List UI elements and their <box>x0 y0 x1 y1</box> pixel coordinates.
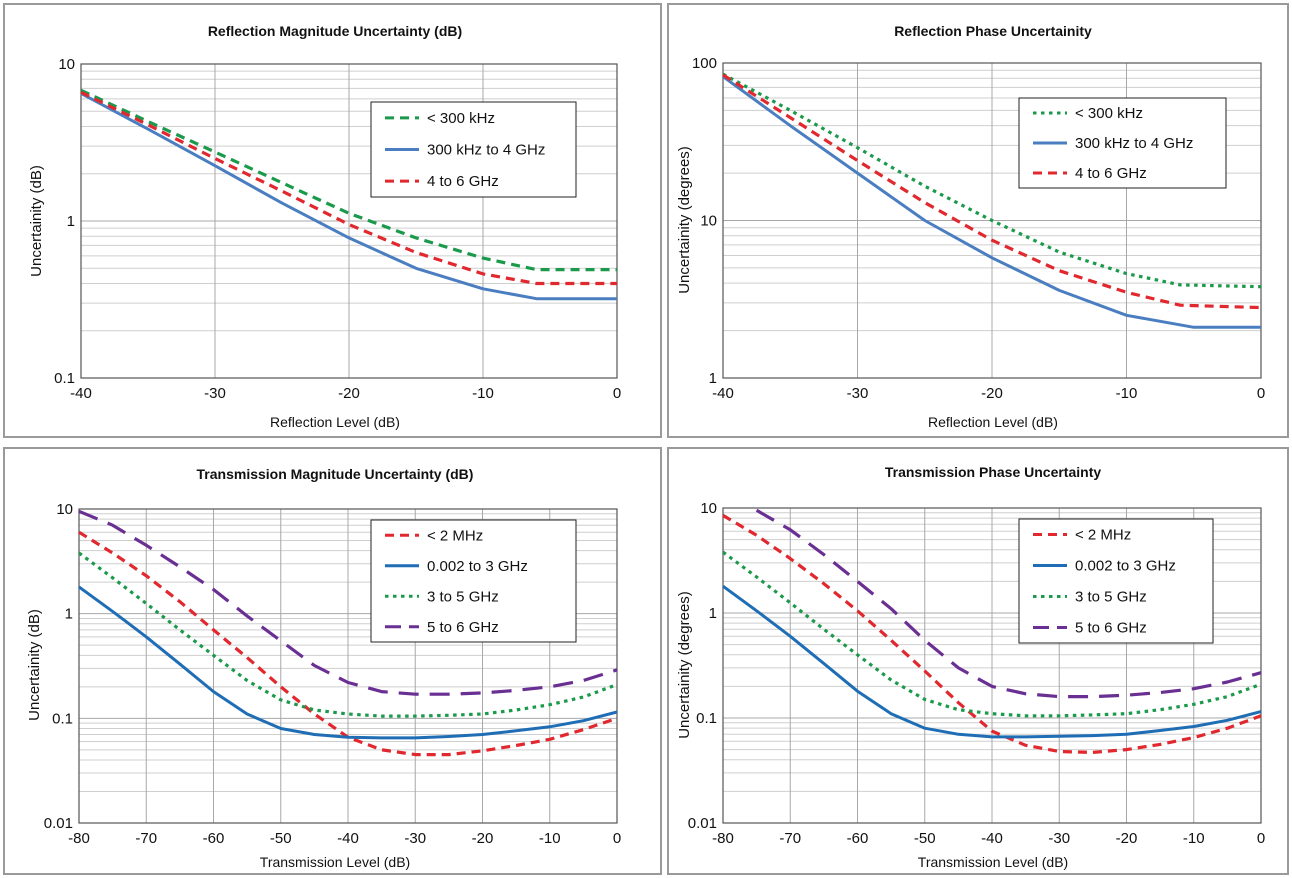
series-line <box>722 73 1262 310</box>
x-tick-label: -20 <box>981 385 1003 402</box>
x-tick-label: -10 <box>539 830 561 847</box>
chart-panel-transmission-phase: -80 -70 -60 -50 -40 -30 -20 -10 0 0.01 0.1 1 10 < 2 M… <box>667 447 1289 875</box>
x-tick-label: 0 <box>1257 385 1265 402</box>
y-tick-label: 0.1 <box>54 370 75 387</box>
legend-label: < 2 MHz <box>1075 527 1131 544</box>
y-axis-label: Uncertainity (dB) <box>26 609 43 721</box>
y-tick-label: 10 <box>56 501 73 518</box>
legend-label: 5 to 6 GHz <box>427 619 499 636</box>
y-tick-label: 1 <box>65 606 73 623</box>
legend-box <box>370 519 577 643</box>
series-line <box>755 508 1262 699</box>
x-tick-label: -50 <box>270 830 292 847</box>
y-tick-label: 100 <box>692 55 717 72</box>
x-tick-label: -10 <box>472 385 494 402</box>
series-line <box>722 72 1262 289</box>
x-axis-label: Reflection Level (dB) <box>270 414 400 430</box>
x-axis-label: Reflection Level (dB) <box>928 414 1058 430</box>
plot-frame <box>722 62 1262 379</box>
chart-transmission-phase: -80 -70 -60 -50 -40 -30 -20 -10 0 0.01 0.1 1 10 < 2 M… <box>676 464 1265 870</box>
x-tick-label: -30 <box>847 385 869 402</box>
x-axis-label: Transmission Level (dB) <box>260 854 410 870</box>
chart-title: Reflection Phase Uncertainity <box>894 23 1092 39</box>
y-tick-label: 10 <box>700 500 717 517</box>
y-tick-label: 1 <box>709 605 717 622</box>
y-tick-label: 0.01 <box>688 815 717 832</box>
x-tick-label: -10 <box>1116 385 1138 402</box>
legend-label: 5 to 6 GHz <box>1075 620 1147 637</box>
plot-frame <box>722 507 1262 824</box>
legend-label: 4 to 6 GHz <box>427 173 499 190</box>
series-line <box>78 585 618 740</box>
legend-label: 0.002 to 3 GHz <box>427 558 528 575</box>
x-tick-label: 0 <box>613 830 621 847</box>
x-tick-label: -50 <box>914 830 936 847</box>
y-tick-label: 10 <box>700 213 717 230</box>
x-tick-label: -20 <box>472 830 494 847</box>
series-line <box>78 509 618 696</box>
y-axis-label: Uncertainity (dB) <box>28 165 45 277</box>
series-line <box>722 584 1262 739</box>
x-tick-label: -40 <box>70 385 92 402</box>
legend-label: 300 kHz to 4 GHz <box>427 142 545 159</box>
legend-label: < 2 MHz <box>427 527 483 544</box>
chart-title: Reflection Magnitude Uncertainty (dB) <box>208 23 462 39</box>
y-tick-label: 1 <box>709 370 717 387</box>
y-tick-label: 1 <box>67 213 75 230</box>
chart-title: Transmission Magnitude Uncertainty (dB) <box>197 466 474 482</box>
x-tick-label: -80 <box>712 830 734 847</box>
legend-label: 3 to 5 GHz <box>427 588 499 605</box>
y-tick-label: 10 <box>58 56 75 73</box>
x-tick-label: 0 <box>613 385 621 402</box>
y-tick-label: 0.1 <box>696 710 717 727</box>
x-tick-label: -30 <box>204 385 226 402</box>
legend-label: < 300 kHz <box>427 110 495 127</box>
plot-frame <box>78 508 618 824</box>
x-tick-label: -70 <box>135 830 157 847</box>
legend-label: 4 to 6 GHz <box>1075 165 1147 182</box>
chart-panel-reflection-phase: -40 -30 -20 -10 0 1 10 100 < 300 kHz 300 kHz to 4… <box>667 3 1289 438</box>
chart-reflection-phase: -40 -30 -20 -10 0 1 10 100 < 300 kHz 300 kHz to 4… <box>676 23 1265 430</box>
x-tick-label: -40 <box>712 385 734 402</box>
x-tick-label: -40 <box>337 830 359 847</box>
chart-title: Transmission Phase Uncertainty <box>885 464 1102 480</box>
x-tick-label: -60 <box>847 830 869 847</box>
series-line <box>722 514 1262 754</box>
chart-panel-transmission-magnitude: -80 -70 -60 -50 -40 -30 -20 -10 0 0.01 0.1 1 10 < 2 M… <box>3 447 662 875</box>
chart-transmission-magnitude: -80 -70 -60 -50 -40 -30 -20 -10 0 0.01 0.1 1 10 < 2 M… <box>26 466 621 870</box>
legend-box <box>1018 518 1214 644</box>
chart-panel-reflection-magnitude: -40 -30 -20 -10 0 0.1 1 10 < 300 kHz 300 kHz to 4… <box>3 3 662 438</box>
x-tick-label: -30 <box>1048 830 1070 847</box>
x-tick-label: -70 <box>779 830 801 847</box>
plot-frame <box>80 63 618 379</box>
legend-label: 0.002 to 3 GHz <box>1075 558 1176 575</box>
series-line <box>80 92 617 301</box>
x-axis-label: Transmission Level (dB) <box>918 854 1068 870</box>
series-line <box>722 75 1261 329</box>
series-line <box>80 88 617 272</box>
y-axis-label: Uncertainity (degrees) <box>676 591 693 739</box>
y-tick-label: 0.01 <box>44 815 73 832</box>
y-axis-label: Uncertainity (degrees) <box>676 146 693 294</box>
series-line <box>722 550 1262 718</box>
x-tick-label: -10 <box>1183 830 1205 847</box>
legend-label: 300 kHz to 4 GHz <box>1075 135 1193 152</box>
x-tick-label: -80 <box>68 830 90 847</box>
chart-reflection-magnitude: -40 -30 -20 -10 0 0.1 1 10 < 300 kHz 300 kHz to 4… <box>28 23 621 430</box>
x-tick-label: -60 <box>203 830 225 847</box>
legend-label: < 300 kHz <box>1075 105 1143 122</box>
x-tick-label: 0 <box>1257 830 1265 847</box>
x-tick-label: -20 <box>1116 830 1138 847</box>
legend-label: 3 to 5 GHz <box>1075 589 1147 606</box>
x-tick-label: -30 <box>404 830 426 847</box>
x-tick-label: -40 <box>981 830 1003 847</box>
y-tick-label: 0.1 <box>52 710 73 727</box>
series-line <box>78 551 618 718</box>
x-tick-label: -20 <box>338 385 360 402</box>
